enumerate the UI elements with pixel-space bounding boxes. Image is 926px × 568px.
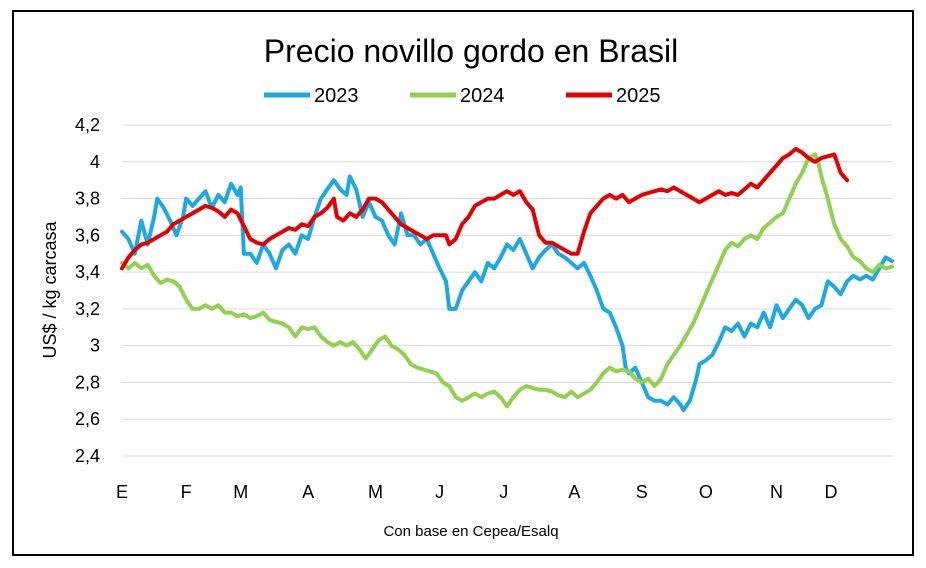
y-tick-label: 2,8	[75, 372, 100, 392]
series-lines	[120, 146, 894, 412]
legend-label-2023: 2023	[314, 85, 359, 107]
chart-title: Precio novillo gordo en Brasil	[264, 33, 678, 69]
y-tick-label: 2,4	[75, 446, 100, 466]
source-note: Con base en Cepea/Esalq	[383, 523, 558, 540]
legend-label-2025: 2025	[616, 85, 661, 107]
x-tick-label: E	[116, 482, 128, 502]
x-tick-label: O	[699, 482, 713, 502]
x-tick-label: M	[233, 482, 248, 502]
x-tick-label: A	[302, 482, 314, 502]
legend: 2023 2024 2025	[264, 85, 661, 107]
x-tick-label: M	[368, 482, 383, 502]
x-tick-label: D	[825, 482, 838, 502]
y-tick-label: 2,6	[75, 409, 100, 429]
x-tick-label: J	[499, 482, 508, 502]
y-axis-ticks: 2,4 2,6 2,8 3 3,2 3,4 3,6 3,8 4 4,2	[75, 115, 100, 466]
y-axis-title: US$ / kg carcasa	[40, 220, 60, 358]
x-tick-label: S	[636, 482, 648, 502]
y-tick-label: 4,2	[75, 115, 100, 135]
series-line-2023	[120, 174, 894, 412]
x-tick-label: A	[568, 482, 580, 502]
y-tick-label: 3,2	[75, 299, 100, 319]
series-line-2024	[120, 152, 894, 409]
x-tick-label: N	[770, 482, 783, 502]
x-tick-label: F	[181, 482, 192, 502]
y-tick-label: 3	[90, 336, 100, 356]
y-tick-label: 3,8	[75, 189, 100, 209]
legend-label-2024: 2024	[460, 85, 505, 107]
x-tick-label: J	[435, 482, 444, 502]
y-tick-label: 3,6	[75, 225, 100, 245]
y-tick-label: 3,4	[75, 262, 100, 282]
series-line-2025	[120, 146, 850, 271]
y-tick-label: 4	[90, 152, 100, 172]
